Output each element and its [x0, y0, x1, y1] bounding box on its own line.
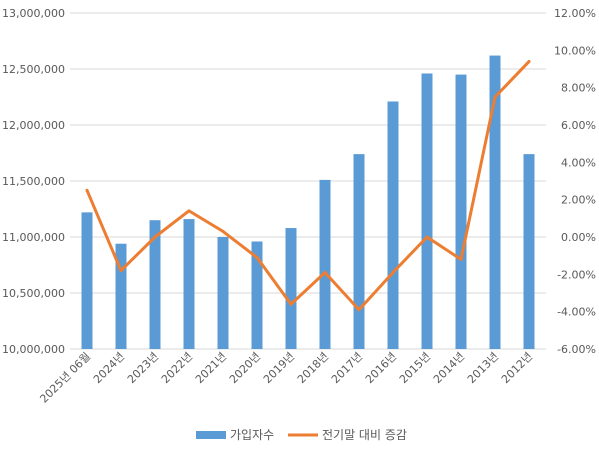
left-axis-tick-label: 13,000,000	[2, 7, 65, 20]
x-axis-tick-label: 2017년	[329, 350, 365, 386]
line-point	[119, 269, 123, 273]
x-axis-tick-label: 2012년	[499, 350, 535, 386]
left-axis-tick-label: 11,500,000	[2, 175, 65, 188]
right-axis-tick-label: -4.00%	[557, 306, 596, 319]
legend-label-bar: 가입자수	[230, 428, 274, 442]
line-point	[323, 270, 327, 274]
right-axis-tick-label: 6.00%	[561, 119, 596, 132]
x-axis-tick-label: 2021년	[193, 350, 229, 386]
x-axis-tick-label: 2025년 06월	[37, 350, 93, 406]
line-point	[85, 188, 89, 192]
x-axis-tick-label: 2022년	[159, 350, 195, 386]
bar	[251, 241, 263, 349]
x-axis-ticks: 2025년 06월2024년2023년2022년2021년2020년2019년2…	[37, 350, 535, 406]
x-axis-tick-label: 2016년	[363, 350, 399, 386]
line-path	[85, 60, 531, 312]
legend-swatch-bar	[196, 431, 226, 439]
bar	[149, 220, 161, 349]
right-axis-tick-label: 2.00%	[561, 194, 596, 207]
line-point	[425, 235, 429, 239]
bar	[455, 74, 467, 349]
line-point	[391, 270, 395, 274]
line-point	[493, 95, 497, 99]
line-point	[459, 257, 463, 261]
left-axis-tick-label: 12,000,000	[2, 119, 65, 132]
bar	[387, 101, 399, 349]
x-axis-tick-label: 2023년	[125, 350, 161, 386]
right-axis-tick-label: 12.00%	[554, 7, 596, 20]
line-point	[221, 229, 225, 233]
bar	[319, 179, 331, 349]
line-point	[153, 235, 157, 239]
left-axis-tick-label: 10,500,000	[2, 287, 65, 300]
x-axis-tick-label: 2013년	[465, 350, 501, 386]
right-axis-tick-label: -6.00%	[557, 343, 596, 356]
bar	[489, 55, 501, 350]
gridlines	[70, 12, 546, 350]
bar	[523, 154, 535, 349]
line-point	[527, 60, 531, 64]
right-axis-tick-label: 8.00%	[561, 82, 596, 95]
x-axis-tick-label: 2019년	[261, 350, 297, 386]
line-series-change	[85, 60, 531, 312]
right-axis-tick-label: 10.00%	[554, 44, 596, 57]
left-axis-tick-label: 12,500,000	[2, 63, 65, 76]
line-point	[255, 256, 259, 260]
bar	[81, 212, 93, 349]
legend: 가입자수 전기말 대비 증감	[196, 428, 407, 442]
legend-label-line: 전기말 대비 증감	[322, 428, 407, 442]
bar-series-subscribers	[81, 55, 535, 350]
x-axis-tick-label: 2014년	[431, 350, 467, 386]
right-axis-tick-label: 4.00%	[561, 156, 596, 169]
bar	[285, 228, 297, 349]
left-axis-tick-label: 11,000,000	[2, 231, 65, 244]
bar	[353, 154, 365, 349]
bar	[421, 73, 433, 349]
bar	[217, 237, 229, 349]
x-axis-tick-label: 2015년	[397, 350, 433, 386]
x-axis-tick-label: 2018년	[295, 350, 331, 386]
x-axis-tick-label: 2020년	[227, 350, 263, 386]
right-axis-tick-label: -2.00%	[557, 268, 596, 281]
left-axis-ticks: 10,000,000 10,500,000 11,000,000 11,500,000…	[2, 7, 65, 356]
x-axis-tick-label: 2024년	[91, 350, 127, 386]
right-axis-ticks: -6.00% -4.00% -2.00% 0.00% 2.00% 4.00% 6.00% 8.…	[554, 7, 596, 356]
bar	[115, 243, 127, 349]
right-axis-tick-label: 0.00%	[561, 231, 596, 244]
bar	[183, 219, 195, 349]
line-point	[357, 308, 361, 312]
line-point	[187, 209, 191, 213]
left-axis-tick-label: 10,000,000	[2, 343, 65, 356]
line-point	[289, 302, 293, 306]
